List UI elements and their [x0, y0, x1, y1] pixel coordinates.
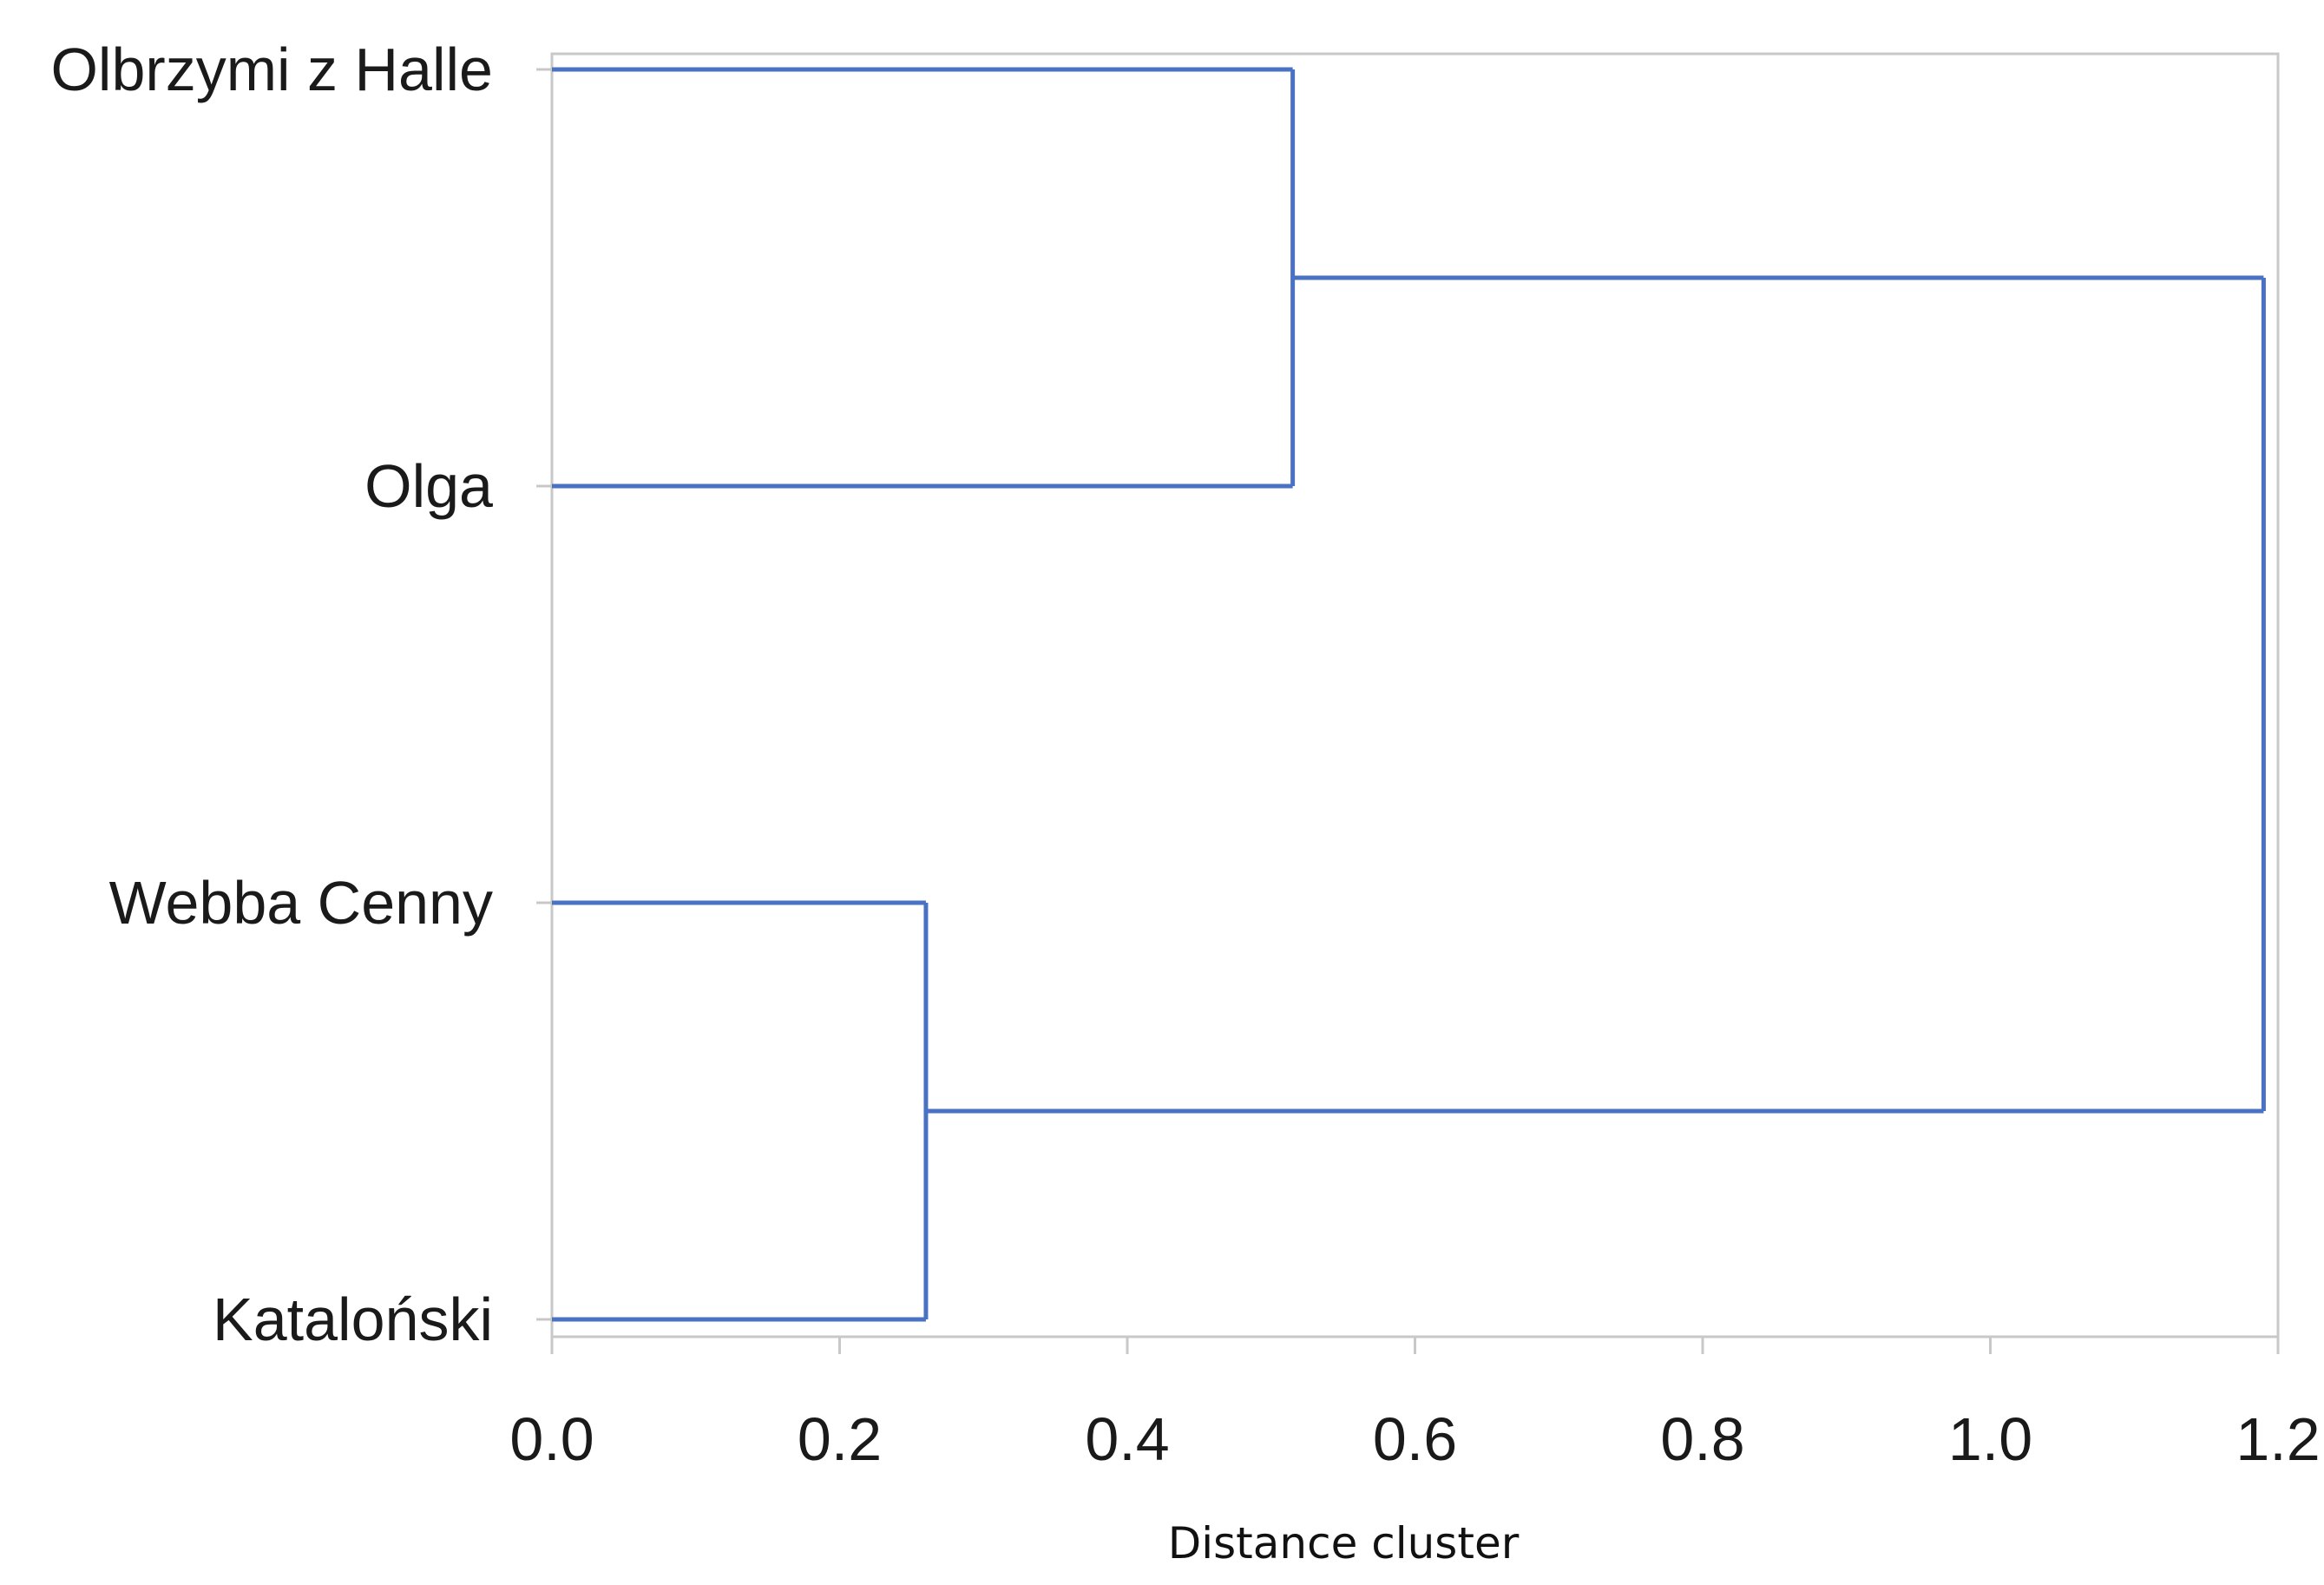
leaf-label: Webba Cenny	[109, 869, 493, 937]
leaf-label: Kataloński	[213, 1286, 493, 1353]
x-tick-label: 0.8	[1660, 1405, 1744, 1473]
x-tick-label: 1.2	[2235, 1405, 2320, 1473]
x-tick-label: 0.4	[1085, 1405, 1169, 1473]
x-axis-title: Distance cluster	[1168, 1518, 1520, 1569]
x-axis	[550, 1337, 2280, 1354]
dendrogram-branches	[552, 67, 2266, 1322]
x-tick-labels: 0.0 0.2 0.4 0.6 0.8 1.0 1.2	[509, 1405, 2320, 1473]
plot-frame	[536, 52, 2280, 1338]
x-tick-label: 0.6	[1373, 1405, 1457, 1473]
leaf-label: Olbrzymi z Halle	[50, 36, 493, 103]
leaf-labels: Olbrzymi z Halle Olga Webba Cenny Katalo…	[50, 36, 493, 1353]
x-tick-label: 0.2	[798, 1405, 882, 1473]
x-tick-label: 0.0	[509, 1405, 594, 1473]
leaf-label: Olga	[364, 452, 493, 520]
plot-border	[550, 52, 2280, 1338]
x-tick-label: 1.0	[1948, 1405, 2032, 1473]
